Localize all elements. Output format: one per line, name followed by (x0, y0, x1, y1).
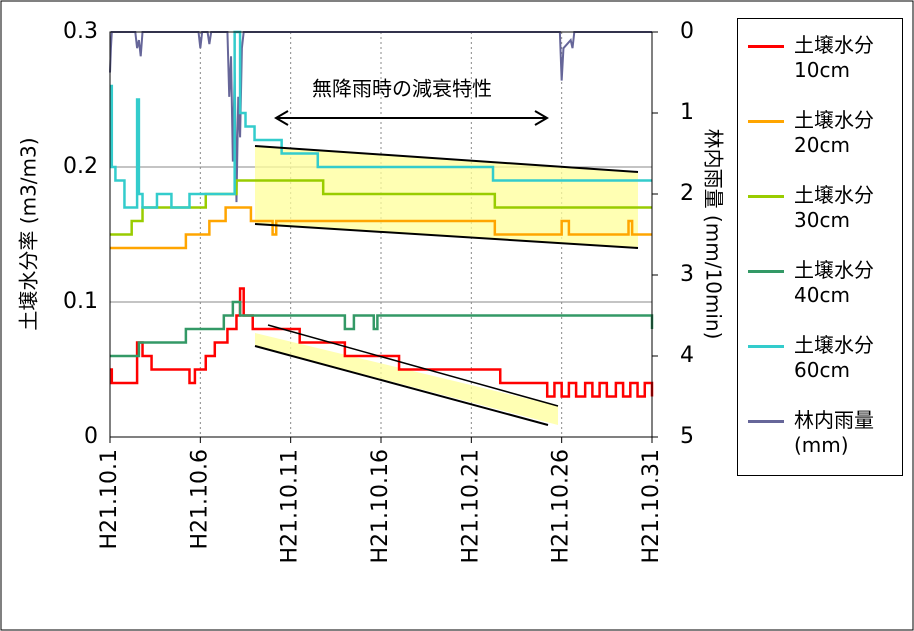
trend-line (254, 223, 639, 249)
legend-swatch (748, 45, 784, 48)
x-tick-label: H21.10.26 (549, 449, 574, 564)
y2-tick-label: 4 (680, 343, 694, 368)
legend-label: 土壌水分 40cm (794, 258, 874, 307)
legend-label: 林内雨量 (mm) (794, 408, 874, 457)
trend-line (254, 145, 639, 173)
y-tick-label: 0.1 (63, 289, 98, 314)
y-tick-label: 0.3 (63, 19, 98, 44)
arrow-head (534, 110, 549, 126)
series-line (110, 300, 654, 358)
y2-tick-label: 3 (680, 262, 694, 287)
legend-label: 土壌水分 10cm (794, 33, 874, 82)
series-line (110, 206, 652, 250)
x-tick-label: H21.10.31 (639, 449, 664, 564)
y2-tick-label: 2 (680, 181, 694, 206)
trend-line (254, 345, 549, 426)
legend-label: 土壌水分 20cm (794, 108, 874, 157)
series-line (109, 31, 652, 203)
plot-border (109, 31, 653, 438)
series-line (110, 287, 654, 398)
decay-band-lower (255, 333, 558, 425)
legend-swatch (748, 270, 784, 273)
x-tick-label: H21.10.6 (187, 449, 212, 550)
legend-swatch (748, 195, 784, 198)
series-layer (109, 30, 654, 398)
decay-band-upper (255, 146, 638, 248)
legend: 土壌水分 10cm 土壌水分 20cm 土壌水分 30cm 土壌水分 40cm 土壌水分… (737, 18, 903, 476)
annotation: 無降雨時の減衰特性 (312, 77, 492, 101)
legend-swatch (748, 420, 784, 423)
legend-swatch (748, 120, 784, 123)
x-tick-label: H21.10.1 (97, 449, 122, 550)
y2-tick-label: 1 (680, 100, 694, 125)
y-tick-label: 0 (84, 424, 98, 449)
series-line (110, 30, 652, 209)
legend-swatch (748, 345, 784, 348)
x-tick-label: H21.10.16 (368, 449, 393, 564)
arrow-head (274, 110, 289, 126)
y2-tick-label: 5 (680, 424, 694, 449)
legend-label: 土壌水分 60cm (794, 333, 874, 382)
legend-label: 土壌水分 30cm (794, 183, 874, 232)
series-line (110, 179, 652, 236)
x-tick-label: H21.10.21 (458, 449, 483, 564)
y-axis-label: 土壌水分率 (m3/m3) (17, 137, 41, 330)
x-tick-label: H21.10.11 (278, 449, 303, 564)
trend-line (267, 324, 559, 407)
y2-axis-label: 林内雨量 (mm/10min) (702, 129, 726, 340)
y-tick-label: 0.2 (63, 154, 98, 179)
y2-tick-label: 0 (680, 19, 694, 44)
